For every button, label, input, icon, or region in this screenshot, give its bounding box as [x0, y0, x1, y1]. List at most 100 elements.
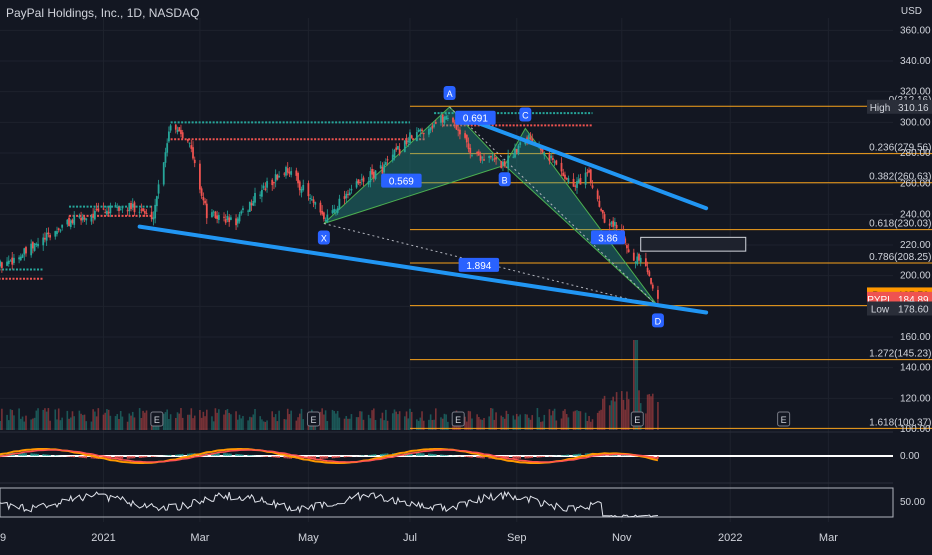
candle-body: [638, 254, 640, 261]
candle-body: [91, 216, 93, 222]
target-box: [641, 237, 746, 251]
price-axis-tick: 120.00: [900, 393, 931, 404]
candle-body: [528, 135, 530, 140]
macd-histogram-bar: [271, 456, 273, 457]
candle-body: [254, 193, 256, 203]
macd-histogram-bar: [122, 456, 124, 459]
candle-body: [199, 164, 201, 190]
candle-body: [604, 214, 606, 223]
candle-body: [271, 180, 273, 185]
macd-histogram-bar: [332, 456, 334, 458]
candle-body: [134, 202, 136, 212]
candle-body: [189, 143, 191, 144]
candle-body: [459, 130, 461, 135]
candle-body: [478, 151, 480, 155]
candle-body: [442, 114, 444, 122]
volume-bar: [600, 410, 602, 430]
macd-histogram-bar: [320, 456, 322, 459]
macd-histogram-bar: [230, 454, 232, 456]
volume-bar: [144, 413, 146, 430]
macd-histogram-bar: [435, 454, 437, 456]
macd-histogram-bar: [130, 456, 132, 459]
macd-histogram-bar: [251, 455, 253, 456]
candle-body: [290, 171, 292, 175]
candle-body: [187, 139, 189, 141]
volume-bar: [392, 413, 394, 430]
volume-bar: [297, 417, 299, 430]
candle-body: [431, 126, 433, 129]
candle-body: [471, 155, 473, 156]
volume-bar: [566, 414, 568, 430]
macd-histogram-bar: [120, 456, 122, 459]
volume-bar: [187, 415, 189, 430]
macd-histogram-bar: [134, 456, 136, 458]
volume-bar: [271, 411, 273, 430]
candle-body: [165, 152, 167, 163]
macd-histogram-bar: [278, 456, 280, 458]
volume-bar: [44, 408, 46, 430]
volume-bar: [190, 408, 192, 430]
volume-bar: [146, 410, 148, 430]
candle-body: [345, 194, 347, 198]
earnings-marker-label: E: [154, 415, 160, 425]
candle-body: [612, 221, 614, 227]
volume-bar: [657, 402, 659, 430]
volume-bar: [385, 410, 387, 430]
candle-body: [287, 168, 289, 172]
candle-body: [266, 181, 268, 188]
volume-bar: [552, 411, 554, 430]
harmonic-ratio-label: 0.691: [463, 114, 488, 125]
candle-body: [263, 186, 265, 188]
candle-body: [416, 132, 418, 141]
candle-body: [635, 262, 637, 263]
candle-body: [493, 158, 495, 159]
candle-body: [385, 162, 387, 165]
macd-histogram-bar: [574, 454, 576, 456]
macd-histogram-bar: [459, 456, 461, 457]
volume-bar: [215, 408, 217, 430]
candle-body: [230, 217, 232, 220]
price-axis-tick: 100.00: [900, 424, 931, 435]
candle-body: [361, 179, 363, 180]
candle-body: [423, 133, 425, 134]
volume-bar: [411, 412, 413, 430]
macd-histogram-bar: [237, 454, 239, 456]
time-axis-tick: 9: [0, 532, 6, 544]
price-axis-tick: 220.00: [900, 240, 931, 251]
candle-body: [418, 130, 420, 132]
candle-body: [104, 212, 106, 213]
candle-body: [192, 147, 194, 158]
macd-histogram-bar: [444, 455, 446, 456]
volume-bar: [36, 411, 38, 430]
candle-body: [13, 258, 15, 263]
volume-bar: [645, 413, 647, 430]
candle-body: [252, 201, 254, 206]
candle-body: [464, 133, 466, 138]
volume-bar: [37, 408, 39, 430]
volume-bar: [380, 418, 382, 430]
volume-bar: [139, 408, 141, 430]
candle-body: [146, 213, 148, 214]
candle-body: [144, 211, 146, 213]
macd-histogram-bar: [277, 456, 279, 458]
volume-bar: [192, 418, 194, 430]
macd-histogram-bar: [249, 455, 251, 456]
macd-histogram-bar: [543, 456, 545, 457]
harmonic-point-label: X: [321, 234, 327, 244]
macd-histogram-bar: [562, 455, 564, 456]
time-axis-tick: Nov: [612, 532, 632, 544]
macd-histogram-bar: [373, 454, 375, 456]
volume-bar: [213, 421, 215, 430]
volume-bar: [70, 417, 72, 430]
candle-body: [23, 248, 25, 254]
candle-body: [421, 130, 423, 132]
candle-body: [476, 152, 478, 153]
candle-body: [68, 218, 70, 226]
volume-bar: [118, 419, 120, 430]
volume-bar: [404, 416, 406, 430]
candle-body: [96, 209, 98, 210]
candle-body: [356, 181, 358, 187]
candle-body: [276, 175, 278, 180]
